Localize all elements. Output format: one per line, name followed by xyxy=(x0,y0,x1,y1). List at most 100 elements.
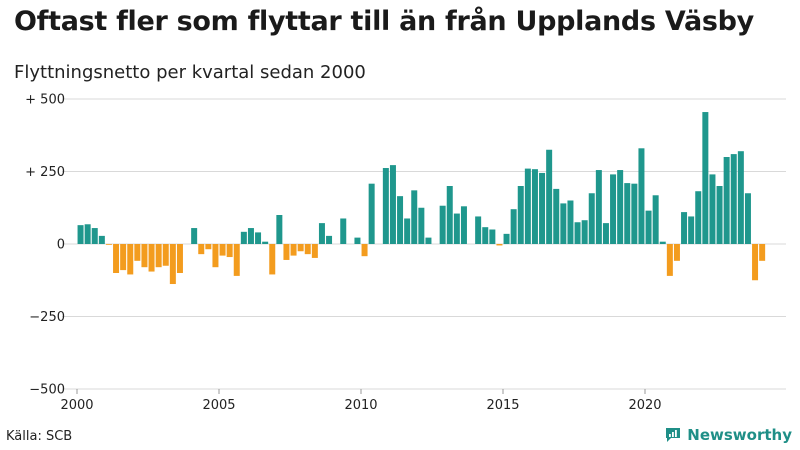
bar xyxy=(162,244,169,266)
bar xyxy=(113,244,120,273)
bar xyxy=(517,186,524,244)
bar xyxy=(716,186,723,244)
bar xyxy=(141,244,148,268)
bar xyxy=(120,244,127,271)
bar xyxy=(617,170,624,244)
brand-logo[interactable]: Newsworthy xyxy=(664,426,792,444)
bar xyxy=(652,195,659,244)
bar xyxy=(439,205,446,244)
gridlines xyxy=(62,98,786,390)
bar xyxy=(673,244,680,261)
bar xyxy=(730,154,737,244)
bar xyxy=(191,228,198,244)
bar xyxy=(638,148,645,244)
x-tick-label: 2000 xyxy=(60,398,93,413)
bars xyxy=(77,112,766,285)
bar xyxy=(155,244,162,268)
bar xyxy=(695,191,702,244)
bar xyxy=(247,228,254,244)
bar xyxy=(631,183,638,244)
bar xyxy=(560,203,567,244)
bar xyxy=(290,244,297,256)
bar xyxy=(659,241,666,244)
bar xyxy=(411,190,418,244)
x-tick-label: 2010 xyxy=(344,398,377,413)
bar xyxy=(595,170,602,244)
bar xyxy=(446,186,453,244)
bar xyxy=(553,188,560,244)
bar xyxy=(276,215,283,244)
bar xyxy=(269,244,276,275)
bar xyxy=(489,229,496,244)
x-tick-label: 2020 xyxy=(628,398,661,413)
bar xyxy=(581,220,588,244)
y-tick-label: 0 xyxy=(57,238,65,253)
bar xyxy=(759,244,766,261)
bar xyxy=(255,232,262,244)
bar xyxy=(77,225,84,244)
bar xyxy=(262,241,269,244)
bar xyxy=(354,237,361,244)
bar xyxy=(219,244,226,256)
brand-name: Newsworthy xyxy=(687,426,792,444)
bar xyxy=(233,244,240,276)
bar xyxy=(134,244,141,261)
bar xyxy=(226,244,233,258)
y-tick-label: −500 xyxy=(29,383,65,398)
bar xyxy=(482,227,489,244)
bar xyxy=(205,244,212,250)
bar xyxy=(645,210,652,244)
bar xyxy=(588,193,595,244)
bar xyxy=(84,224,91,244)
bar xyxy=(546,149,553,244)
bar xyxy=(311,244,318,258)
bar xyxy=(404,218,411,244)
bar xyxy=(737,151,744,244)
source-note: Källa: SCB xyxy=(6,429,73,444)
bar xyxy=(98,235,105,244)
bar xyxy=(361,244,368,257)
y-tick-label: −250 xyxy=(29,310,65,325)
bar xyxy=(709,174,716,244)
bar xyxy=(382,168,389,244)
bar xyxy=(460,206,467,244)
bar xyxy=(318,223,325,244)
bar xyxy=(453,213,460,244)
bar xyxy=(602,223,609,244)
x-tick-label: 2015 xyxy=(486,398,519,413)
bar xyxy=(240,231,247,244)
bar xyxy=(127,244,134,275)
bar xyxy=(496,244,503,246)
bar xyxy=(418,207,425,244)
bar xyxy=(524,168,531,244)
bar xyxy=(340,218,347,244)
x-tick-label: 2005 xyxy=(202,398,235,413)
y-tick-label: + 500 xyxy=(25,93,65,108)
y-tick-label: + 250 xyxy=(25,165,65,180)
bar xyxy=(169,244,176,285)
bar xyxy=(539,172,546,244)
bar xyxy=(531,169,538,244)
bar xyxy=(326,235,333,244)
chart-subtitle: Flyttningsnetto per kvartal sedan 2000 xyxy=(14,62,366,83)
y-axis-ticks: + 500 + 250 0 −250 −500 xyxy=(25,93,65,398)
bar xyxy=(389,165,396,244)
bar xyxy=(283,244,290,260)
bar xyxy=(681,212,688,244)
bar xyxy=(304,244,311,255)
newsworthy-logo-icon xyxy=(666,428,681,442)
bar xyxy=(510,209,517,244)
bar xyxy=(475,216,482,244)
bar xyxy=(105,244,112,245)
bar xyxy=(688,216,695,244)
bar xyxy=(574,222,581,244)
bar xyxy=(666,244,673,276)
bar xyxy=(212,244,219,268)
bar xyxy=(702,112,709,244)
bar xyxy=(723,157,730,244)
bar xyxy=(368,183,375,244)
bar xyxy=(91,228,98,244)
chart-title: Oftast fler som flyttar till än från Upp… xyxy=(14,6,754,37)
bar xyxy=(297,244,304,252)
